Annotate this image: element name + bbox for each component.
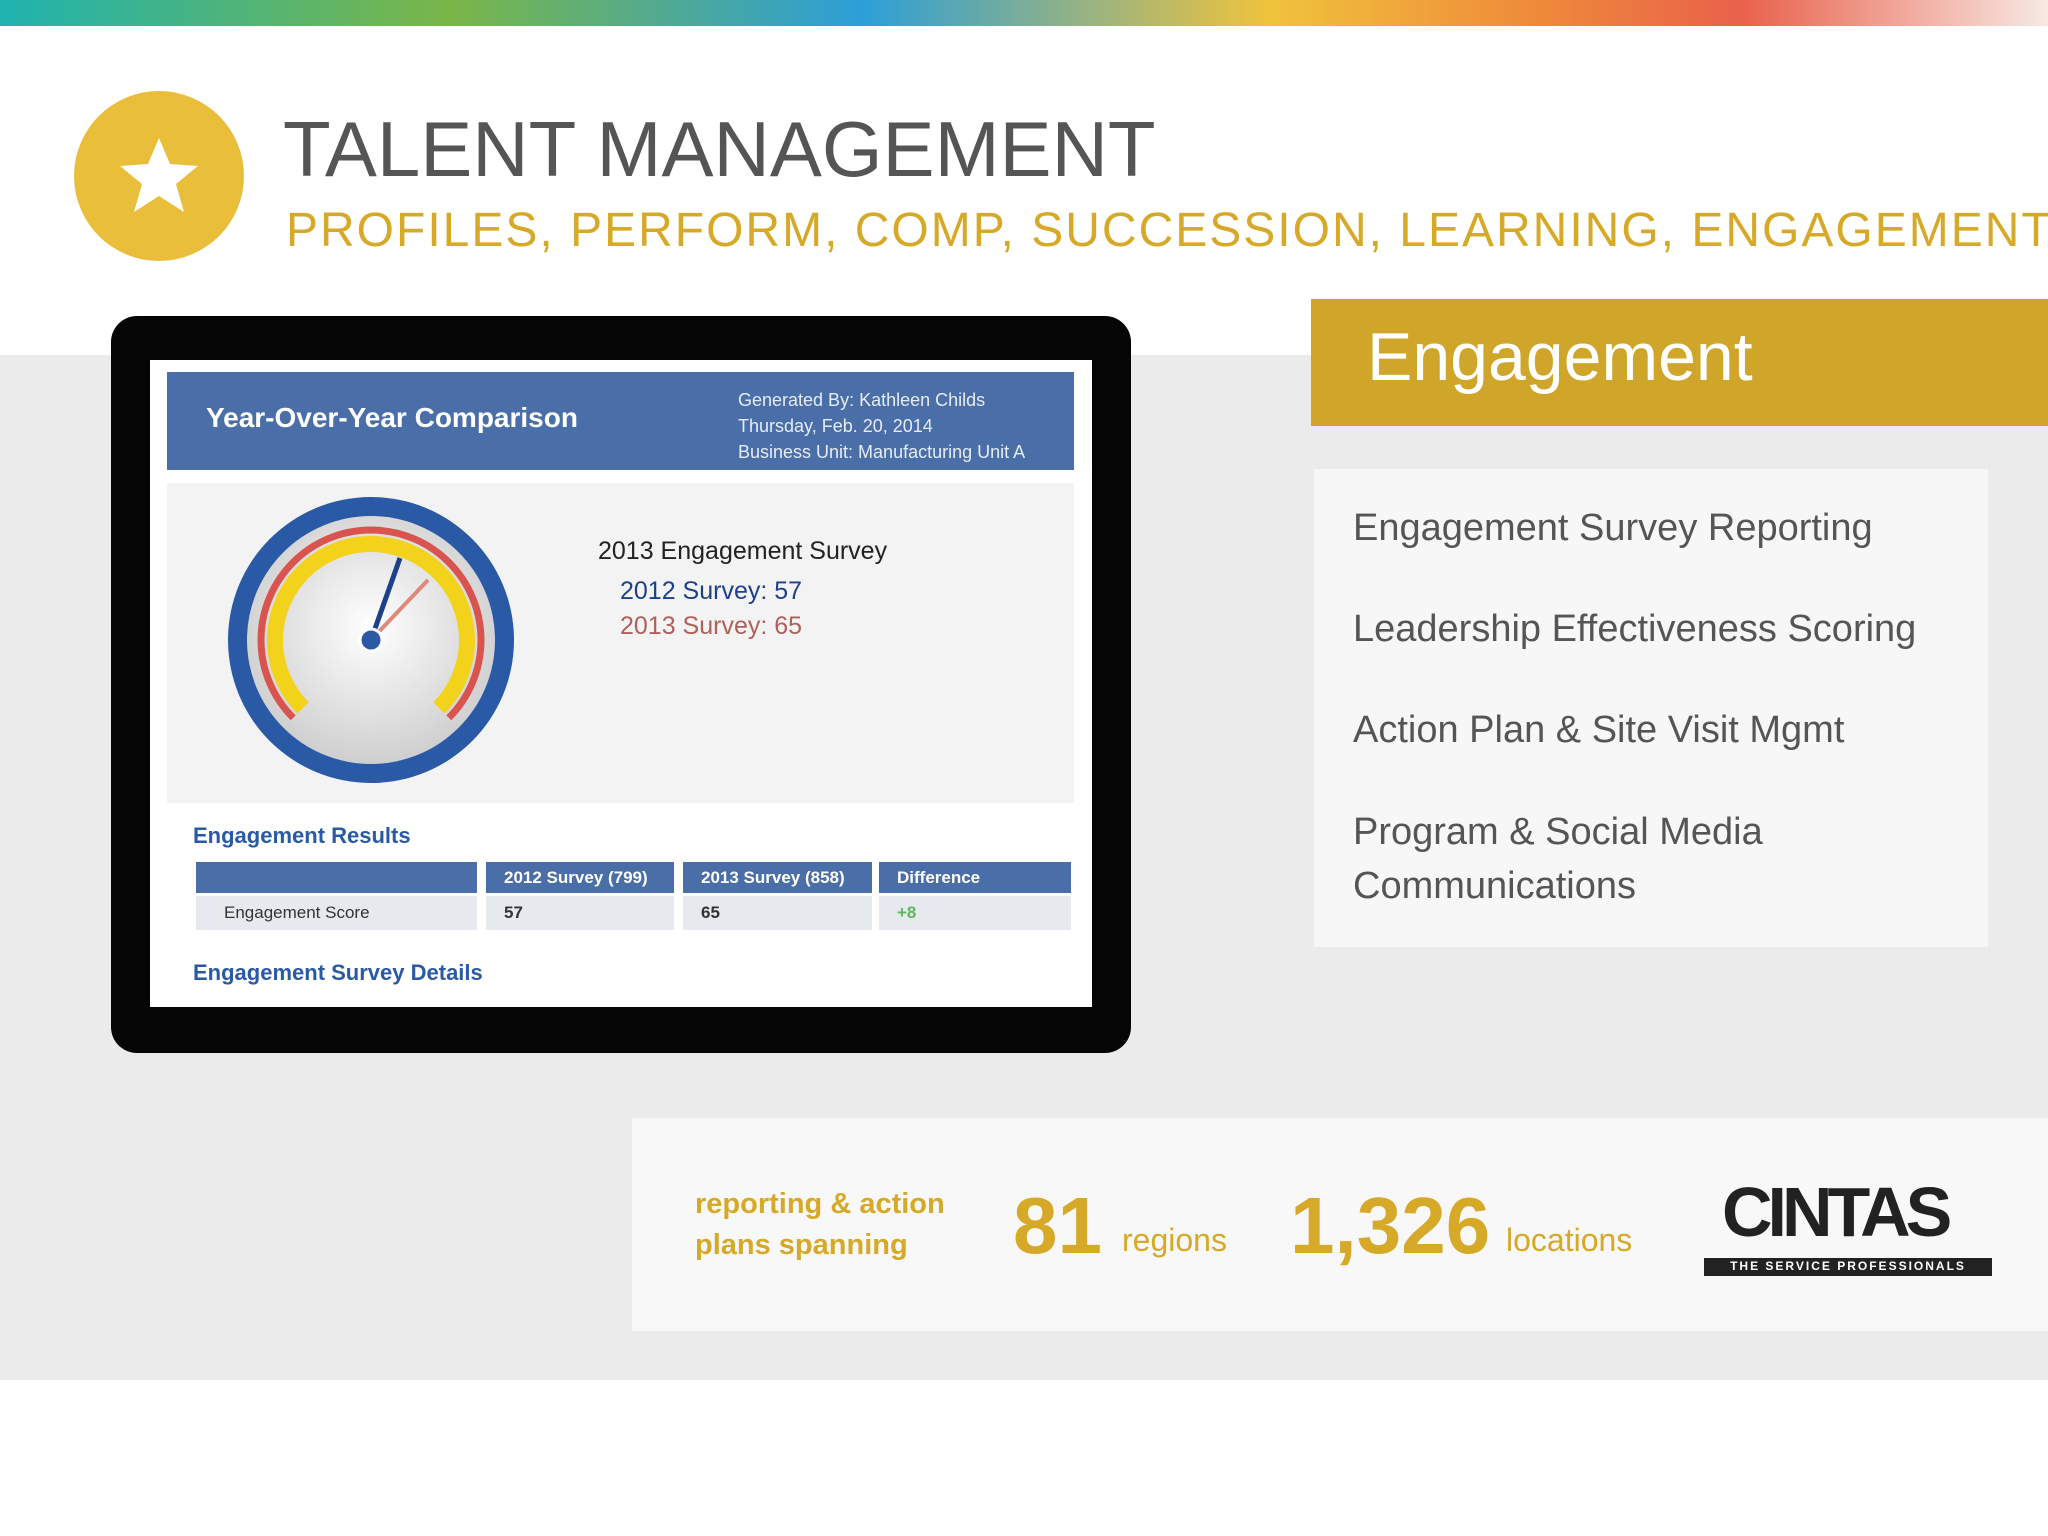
results-heading: Engagement Results — [193, 823, 411, 848]
regions-value: 81 — [1013, 1181, 1102, 1270]
title: TALENT MANAGEMENT — [283, 105, 1156, 193]
logo-name: CINTAS — [1722, 1173, 1952, 1251]
meta-line: Business Unit: Manufacturing Unit A — [738, 442, 1026, 462]
gauge-needle-2013 — [369, 578, 430, 642]
panel-title: Engagement — [1367, 319, 1753, 395]
locations-value: 1,326 — [1290, 1181, 1491, 1270]
list-item: Engagement Survey Reporting — [1353, 507, 1873, 549]
subtitle: PROFILES, PERFORM, COMP, SUCCESSION, LEA… — [286, 204, 2048, 257]
details-heading: Engagement Survey Details — [193, 960, 483, 985]
list-item: Action Plan & Site Visit Mgmt — [1353, 709, 1845, 751]
gauge-needle-2012 — [368, 557, 403, 641]
stats-lead-line: reporting & action — [695, 1188, 945, 1220]
list-item: Leadership Effectiveness Scoring — [1353, 608, 1917, 650]
table-header-blank — [196, 862, 477, 893]
meta-line: Generated By: Kathleen Childs — [738, 390, 986, 410]
stats-lead-line: plans spanning — [695, 1229, 908, 1261]
report-title: Year-Over-Year Comparison — [206, 402, 578, 433]
list-item: Program & Social Media Communications — [1353, 811, 1763, 907]
logo-tagline: THE SERVICE PROFESSIONALS — [1730, 1259, 1966, 1273]
color-bar — [0, 0, 2048, 26]
stats-panel — [632, 1118, 2048, 1331]
gauge-hub — [358, 627, 384, 653]
stats-lead: reporting & action plans spanning — [695, 1184, 945, 1266]
gauge-arc-yellow — [267, 536, 475, 714]
table-header: Difference — [879, 862, 1071, 893]
table-cell: 57 — [486, 896, 674, 930]
locations-label: locations — [1506, 1222, 1633, 1258]
survey-heading: 2013 Engagement Survey — [598, 537, 888, 565]
table-cell: Engagement Score — [196, 896, 477, 930]
table-cell: +8 — [879, 896, 1071, 930]
table-header: 2013 Survey (858) — [683, 862, 872, 893]
table-header: 2012 Survey (799) — [486, 862, 674, 893]
meta-line: Thursday, Feb. 20, 2014 — [738, 416, 933, 436]
survey-2013: 2013 Survey: 65 — [620, 612, 803, 640]
survey-2012: 2012 Survey: 57 — [620, 577, 803, 605]
report-meta: Generated By: Kathleen Childs Thursday, … — [738, 387, 1025, 465]
regions-label: regions — [1122, 1222, 1227, 1258]
report-header — [167, 372, 1074, 470]
panel-header — [1311, 299, 2048, 426]
star-icon — [120, 138, 198, 212]
gauge-arc-red — [257, 526, 485, 721]
logo-bar — [1704, 1258, 1992, 1276]
table-cell: 65 — [683, 896, 872, 930]
panel-list — [1314, 469, 1988, 947]
